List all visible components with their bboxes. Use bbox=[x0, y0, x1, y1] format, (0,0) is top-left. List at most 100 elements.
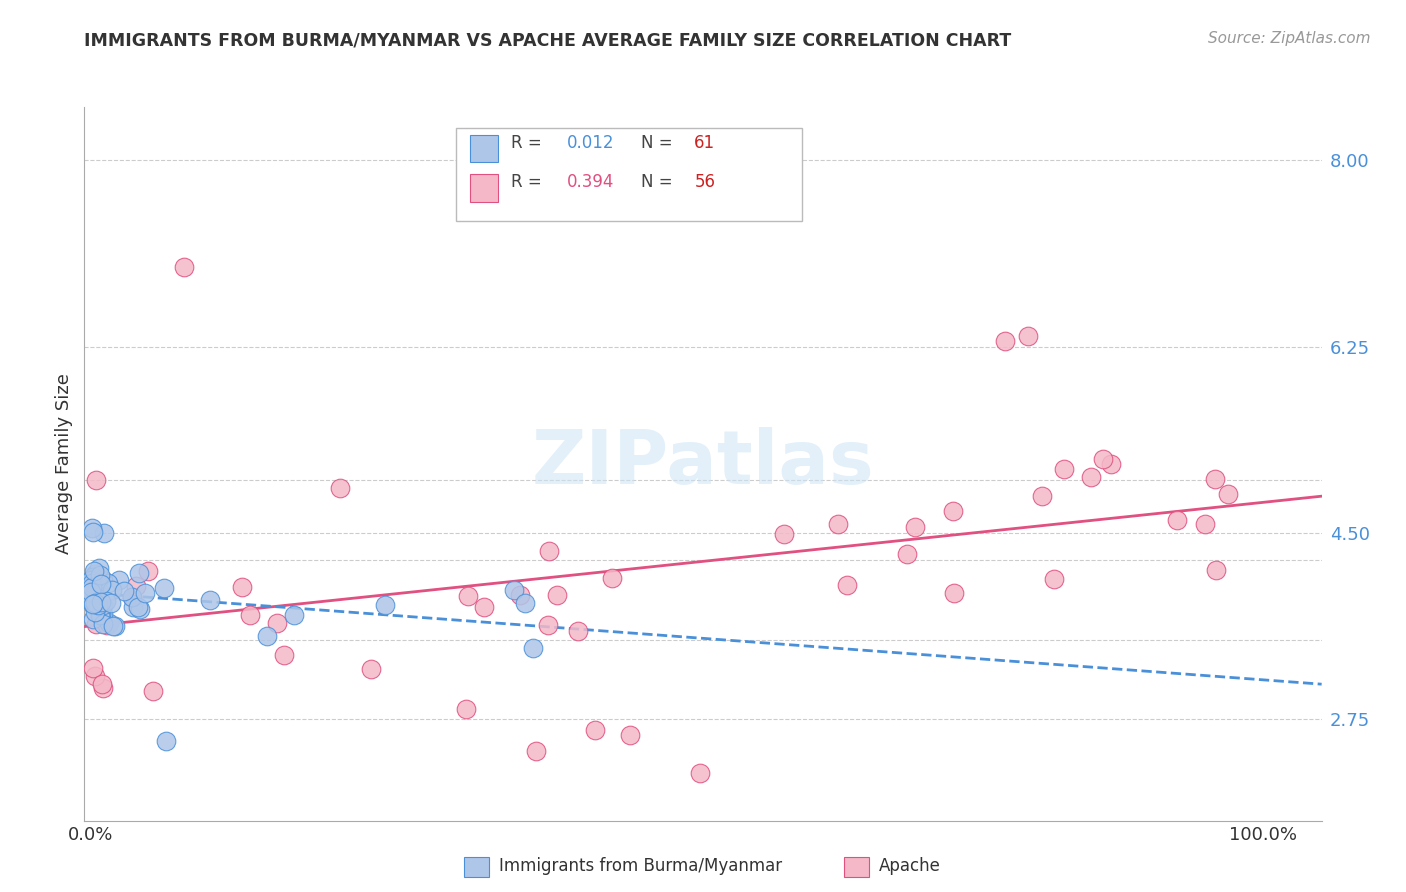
Text: ZIPatlas: ZIPatlas bbox=[531, 427, 875, 500]
Point bbox=[837, 578, 859, 592]
Point bbox=[231, 580, 253, 594]
Point bbox=[600, 571, 623, 585]
FancyBboxPatch shape bbox=[456, 128, 801, 221]
Text: R =: R = bbox=[512, 134, 547, 152]
Point bbox=[942, 586, 965, 600]
Text: N =: N = bbox=[641, 134, 678, 152]
Point bbox=[80, 585, 103, 599]
Text: 56: 56 bbox=[695, 173, 716, 191]
Point bbox=[239, 607, 262, 622]
Point bbox=[86, 574, 108, 589]
Point bbox=[90, 607, 112, 622]
Point bbox=[96, 618, 118, 632]
Point bbox=[509, 588, 531, 602]
FancyBboxPatch shape bbox=[471, 174, 498, 202]
Point bbox=[82, 525, 104, 540]
Point bbox=[89, 607, 111, 622]
Point bbox=[1166, 513, 1188, 527]
Point bbox=[360, 662, 382, 676]
Point bbox=[329, 481, 352, 495]
Point bbox=[87, 598, 110, 612]
Point bbox=[583, 723, 606, 738]
Point bbox=[1204, 472, 1226, 486]
Point bbox=[689, 765, 711, 780]
Point bbox=[80, 580, 103, 594]
Point bbox=[515, 595, 537, 609]
Point bbox=[155, 733, 177, 747]
Point bbox=[96, 575, 118, 590]
Point bbox=[1092, 451, 1115, 466]
Point bbox=[134, 586, 156, 600]
Text: Apache: Apache bbox=[879, 857, 941, 875]
Text: 0.012: 0.012 bbox=[567, 134, 614, 152]
Point bbox=[502, 583, 524, 598]
Point bbox=[374, 598, 396, 612]
Point bbox=[91, 676, 114, 690]
Point bbox=[91, 573, 114, 587]
Point bbox=[80, 591, 103, 606]
Point bbox=[125, 579, 148, 593]
Point bbox=[91, 681, 114, 695]
Point bbox=[127, 600, 149, 615]
Point bbox=[522, 640, 544, 655]
Point bbox=[80, 573, 103, 587]
Point bbox=[83, 564, 105, 578]
Point bbox=[142, 684, 165, 698]
Point bbox=[101, 583, 124, 598]
Point bbox=[454, 702, 477, 716]
Point bbox=[200, 593, 222, 607]
Point bbox=[1017, 329, 1039, 343]
Point bbox=[84, 596, 107, 610]
Point bbox=[86, 572, 108, 586]
Point bbox=[84, 571, 107, 585]
Y-axis label: Average Family Size: Average Family Size bbox=[55, 374, 73, 554]
Point bbox=[82, 521, 104, 535]
Point bbox=[84, 473, 107, 487]
Point bbox=[87, 574, 110, 588]
Text: N =: N = bbox=[641, 173, 678, 191]
Point bbox=[89, 567, 111, 582]
Point bbox=[80, 579, 103, 593]
Point bbox=[619, 728, 641, 742]
Point bbox=[97, 615, 120, 630]
Point bbox=[1194, 516, 1216, 531]
Point bbox=[90, 595, 112, 609]
Point bbox=[1205, 563, 1227, 577]
Point bbox=[128, 566, 150, 580]
Point bbox=[84, 669, 107, 683]
Point bbox=[173, 260, 195, 274]
Point bbox=[82, 660, 104, 674]
Point bbox=[1216, 487, 1239, 501]
Point bbox=[103, 618, 125, 632]
Point bbox=[82, 570, 104, 584]
Point bbox=[266, 615, 288, 630]
Point bbox=[93, 526, 115, 541]
Point bbox=[91, 599, 114, 613]
Point bbox=[121, 590, 143, 604]
Point bbox=[80, 589, 103, 603]
Point bbox=[896, 547, 918, 561]
Point bbox=[273, 648, 295, 662]
Point bbox=[83, 569, 105, 583]
Point bbox=[1052, 462, 1074, 476]
Point bbox=[457, 590, 479, 604]
Text: 61: 61 bbox=[695, 134, 716, 152]
Point bbox=[100, 596, 122, 610]
Point bbox=[80, 594, 103, 608]
Text: 0.394: 0.394 bbox=[567, 173, 614, 191]
Point bbox=[91, 598, 114, 612]
Point bbox=[82, 593, 104, 607]
Point bbox=[93, 617, 115, 632]
Point bbox=[86, 575, 108, 590]
Point bbox=[82, 612, 104, 626]
Point bbox=[1099, 457, 1122, 471]
Point bbox=[567, 624, 589, 638]
Point bbox=[84, 567, 107, 582]
Point bbox=[84, 584, 107, 599]
Point bbox=[773, 526, 796, 541]
Point bbox=[82, 598, 104, 612]
Point bbox=[524, 744, 547, 758]
Point bbox=[537, 544, 560, 558]
Point bbox=[1080, 470, 1102, 484]
Point bbox=[1031, 489, 1053, 503]
